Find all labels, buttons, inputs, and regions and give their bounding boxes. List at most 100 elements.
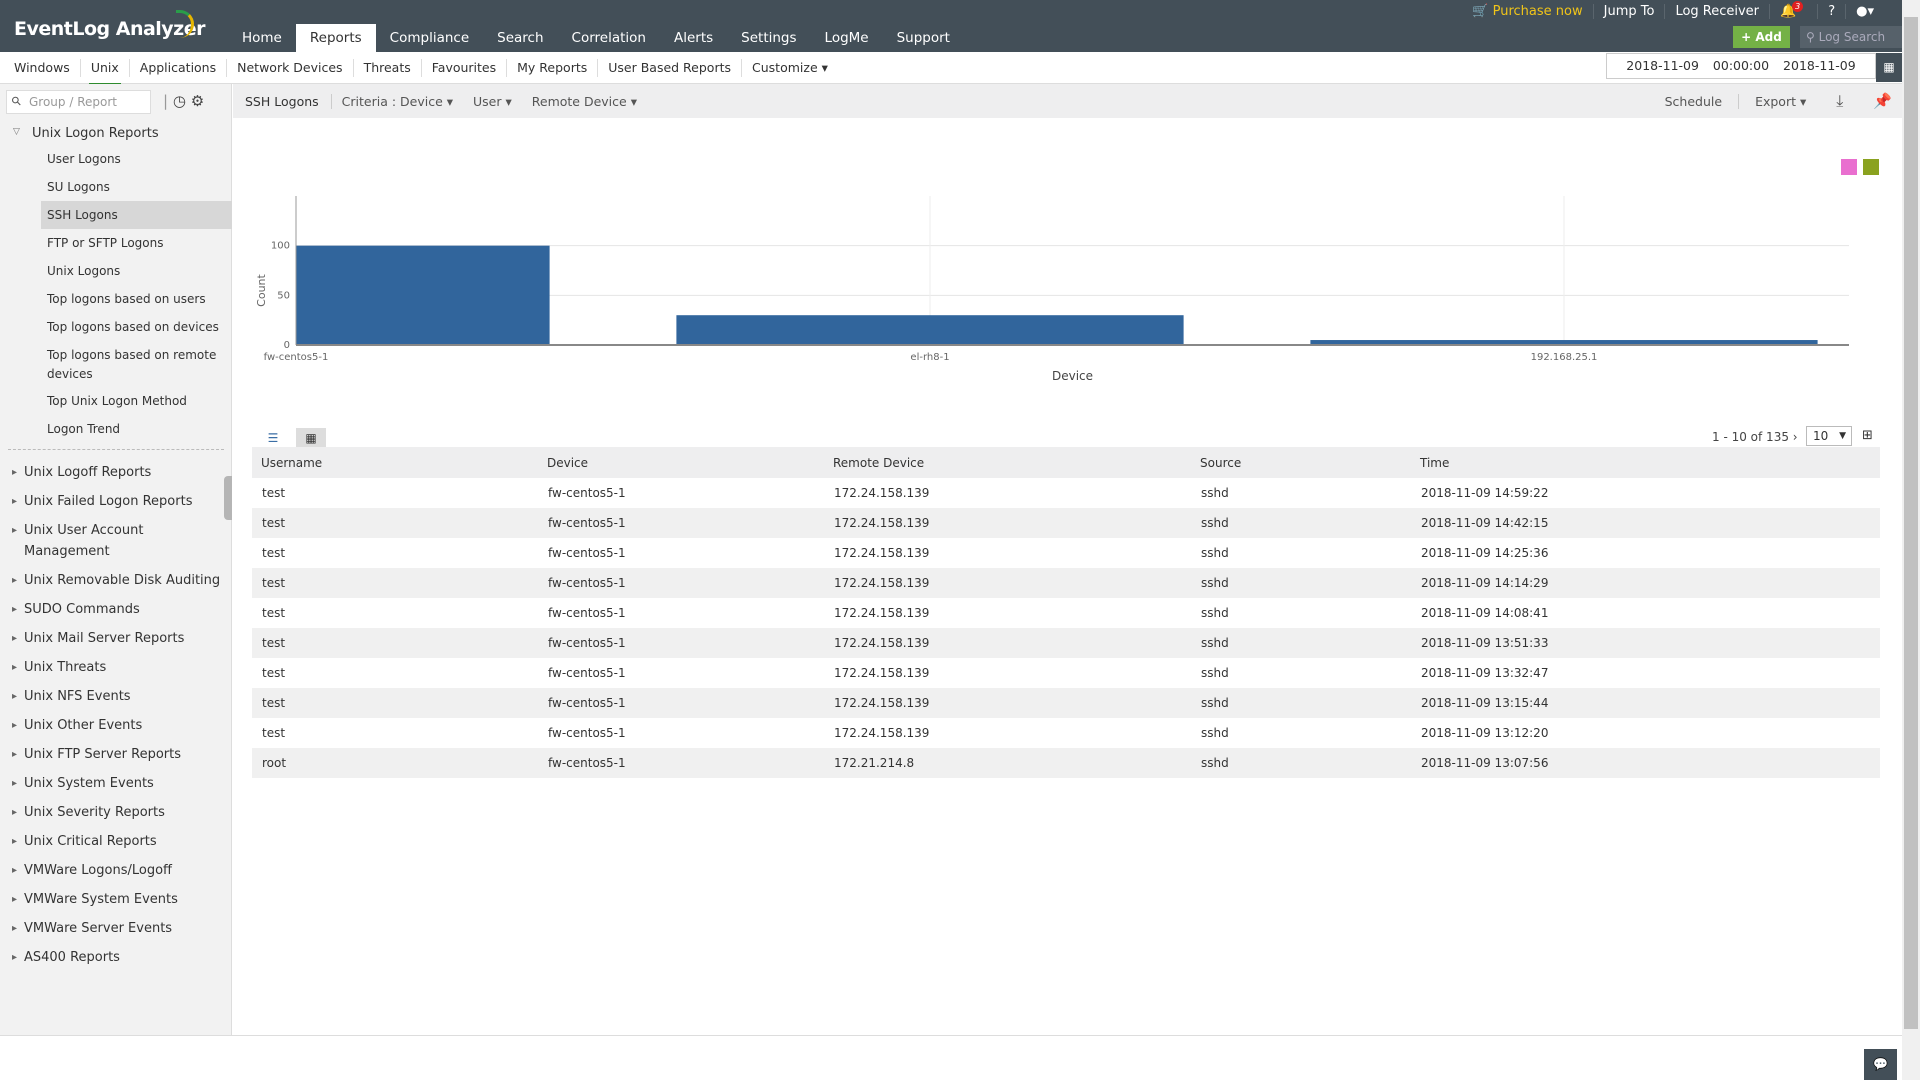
- subnav-applications[interactable]: Applications: [130, 58, 228, 77]
- table-cell: 2018-11-09 13:12:20: [1421, 726, 1549, 740]
- sidebar-report-item[interactable]: Unix Logons: [47, 264, 121, 278]
- table-row[interactable]: test fw-centos5-1 172.24.158.139 sshd 2018-1…: [252, 688, 1880, 718]
- nav-reports[interactable]: Reports: [295, 24, 376, 52]
- nav-compliance[interactable]: Compliance: [389, 30, 470, 46]
- pagination[interactable]: 1 - 10 of 135 ›: [1712, 430, 1798, 444]
- group-report-search[interactable]: Group / Report: [6, 90, 151, 114]
- sidebar-report-group[interactable]: Unix Severity Reports: [0, 798, 232, 827]
- sidebar-report-group[interactable]: VMWare Server Events: [0, 914, 232, 943]
- sidebar-collapse-handle[interactable]: [224, 476, 232, 520]
- sidebar-report-item[interactable]: Top Unix Logon Method: [47, 394, 187, 408]
- nav-support[interactable]: Support: [896, 30, 950, 46]
- table-row[interactable]: test fw-centos5-1 172.24.158.139 sshd 2018-1…: [252, 508, 1880, 538]
- nav-search[interactable]: Search: [497, 30, 544, 46]
- user-avatar-icon[interactable]: ●▾: [1856, 3, 1874, 19]
- scrollbar[interactable]: [1902, 0, 1920, 1080]
- sidebar-report-item[interactable]: User Logons: [47, 152, 121, 166]
- sidebar-report-group[interactable]: Unix Threats: [0, 653, 232, 682]
- sidebar-report-item[interactable]: Top logons based on remote devices: [47, 348, 217, 381]
- sidebar-report-group[interactable]: Unix Logoff Reports: [0, 458, 232, 487]
- log-receiver-link[interactable]: Log Receiver: [1665, 3, 1771, 19]
- date-range[interactable]: 2018-11-09 00:00:00 2018-11-09 15:05:00: [1606, 53, 1876, 97]
- sidebar-report-group[interactable]: Unix NFS Events: [0, 682, 232, 711]
- criteria-dropdown[interactable]: Criteria : Device ▾: [341, 93, 454, 109]
- column-header-device[interactable]: Device: [538, 447, 824, 478]
- table-cell: 172.24.158.139: [834, 546, 930, 560]
- sidebar-report-group[interactable]: Unix User Account Management: [0, 516, 232, 566]
- subnav-windows[interactable]: Windows: [4, 58, 81, 77]
- table-cell: root: [252, 748, 538, 778]
- chat-icon[interactable]: 💬: [1864, 1049, 1897, 1080]
- table-row[interactable]: test fw-centos5-1 172.24.158.139 sshd 2018-1…: [252, 628, 1880, 658]
- nav-settings[interactable]: Settings: [741, 30, 797, 46]
- table-cell: 172.24.158.139: [824, 628, 1191, 658]
- help-icon[interactable]: ?: [1818, 3, 1847, 19]
- grid-view-icon[interactable]: ▦: [296, 428, 326, 448]
- download-icon[interactable]: ⤓: [1836, 91, 1844, 110]
- column-header-username[interactable]: Username: [252, 447, 538, 478]
- sidebar-report-group[interactable]: Unix Mail Server Reports: [0, 624, 232, 653]
- table-row[interactable]: test fw-centos5-1 172.24.158.139 sshd 2018-1…: [252, 718, 1880, 748]
- sidebar-report-group[interactable]: Unix FTP Server Reports: [0, 740, 232, 769]
- export-dropdown[interactable]: Export ▾: [1755, 93, 1807, 109]
- table-row[interactable]: test fw-centos5-1 172.24.158.139 sshd 2018-1…: [252, 568, 1880, 598]
- purchase-link[interactable]: 🛒 Purchase now: [1462, 3, 1594, 19]
- table-row[interactable]: root fw-centos5-1 172.21.214.8 sshd 2018-11-…: [252, 748, 1880, 778]
- nav-logme[interactable]: LogMe: [824, 30, 869, 46]
- nav-home[interactable]: Home: [242, 30, 282, 46]
- sidebar-report-item[interactable]: Logon Trend: [47, 422, 121, 436]
- bar-el-rh8-1: [676, 315, 1184, 345]
- sidebar-report-group[interactable]: SUDO Commands: [0, 595, 232, 624]
- user-dropdown[interactable]: User ▾: [473, 93, 512, 109]
- sidebar-report-group[interactable]: Unix Critical Reports: [0, 827, 232, 856]
- notification-bell-icon[interactable]: 🔔3: [1770, 0, 1819, 19]
- table-row[interactable]: test fw-centos5-1 172.24.158.139 sshd 2018-1…: [252, 598, 1880, 628]
- calendar-icon[interactable]: ▦: [1876, 53, 1902, 82]
- remote-device-dropdown[interactable]: Remote Device ▾: [531, 93, 637, 109]
- sidebar-report-item[interactable]: Top logons based on users: [47, 292, 206, 306]
- table-cell: fw-centos5-1: [548, 546, 626, 560]
- column-header-time[interactable]: Time: [1411, 447, 1880, 478]
- sidebar-report-group[interactable]: Unix Removable Disk Auditing: [0, 566, 232, 595]
- table-cell: 2018-11-09 14:42:15: [1411, 508, 1880, 538]
- column-header-source[interactable]: Source: [1191, 447, 1411, 478]
- subnav-threats[interactable]: Threats: [354, 58, 422, 77]
- sidebar-report-group[interactable]: Unix System Events: [0, 769, 232, 798]
- subnav-network-devices[interactable]: Network Devices: [227, 58, 354, 77]
- history-icon[interactable]: ◷: [172, 92, 186, 110]
- schedule-button[interactable]: Schedule: [1655, 93, 1740, 109]
- list-view-icon[interactable]: ☰: [267, 431, 279, 445]
- subnav-favourites[interactable]: Favourites: [422, 58, 508, 77]
- sidebar-report-group[interactable]: Unix Other Events: [0, 711, 232, 740]
- nav-alerts[interactable]: Alerts: [673, 30, 714, 46]
- tree-group-unix-logon-reports[interactable]: Unix Logon Reports: [0, 122, 232, 145]
- subnav-my-reports[interactable]: My Reports: [507, 58, 599, 77]
- gear-icon[interactable]: ⚙: [190, 92, 205, 110]
- sidebar-report-item[interactable]: SU Logons: [47, 180, 110, 194]
- subnav-customize[interactable]: Customize ▾: [752, 59, 828, 75]
- sidebar-report-item[interactable]: FTP or SFTP Logons: [47, 236, 164, 250]
- next-page-icon[interactable]: ›: [1792, 430, 1798, 444]
- sidebar-report-item[interactable]: SSH Logons: [41, 201, 232, 229]
- table-row[interactable]: test fw-centos5-1 172.24.158.139 sshd 2018-1…: [252, 478, 1880, 508]
- table-row[interactable]: test fw-centos5-1 172.24.158.139 sshd 2018-1…: [252, 658, 1880, 688]
- sidebar-report-group[interactable]: VMWare System Events: [0, 885, 232, 914]
- subnav-user-based-reports[interactable]: User Based Reports: [598, 58, 743, 77]
- table-cell: sshd: [1191, 508, 1411, 538]
- log-search-button[interactable]: ⚲ Log Search: [1800, 26, 1902, 48]
- nav-correlation[interactable]: Correlation: [571, 30, 646, 46]
- chart-type-area-icon: [1863, 159, 1879, 175]
- sidebar-report-group[interactable]: AS400 Reports: [0, 943, 232, 972]
- scrollbar-thumb[interactable]: [1904, 17, 1918, 1029]
- sidebar-report-group[interactable]: VMWare Logons/Logoff: [0, 856, 232, 885]
- pin-icon[interactable]: 📌: [1873, 92, 1892, 110]
- sidebar-report-group[interactable]: Unix Failed Logon Reports: [0, 487, 232, 516]
- subnav-unix[interactable]: Unix: [81, 58, 130, 85]
- add-button[interactable]: + Add: [1733, 26, 1790, 48]
- jump-to-link[interactable]: Jump To: [1594, 3, 1666, 19]
- sidebar-report-item[interactable]: Top logons based on devices: [47, 320, 219, 334]
- column-header-remote-device[interactable]: Remote Device: [824, 447, 1191, 478]
- table-row[interactable]: test fw-centos5-1 172.24.158.139 sshd 2018-1…: [252, 538, 1880, 568]
- page-size-select[interactable]: 10 ▼: [1806, 426, 1852, 446]
- column-chooser-icon[interactable]: ⊞: [1862, 428, 1873, 443]
